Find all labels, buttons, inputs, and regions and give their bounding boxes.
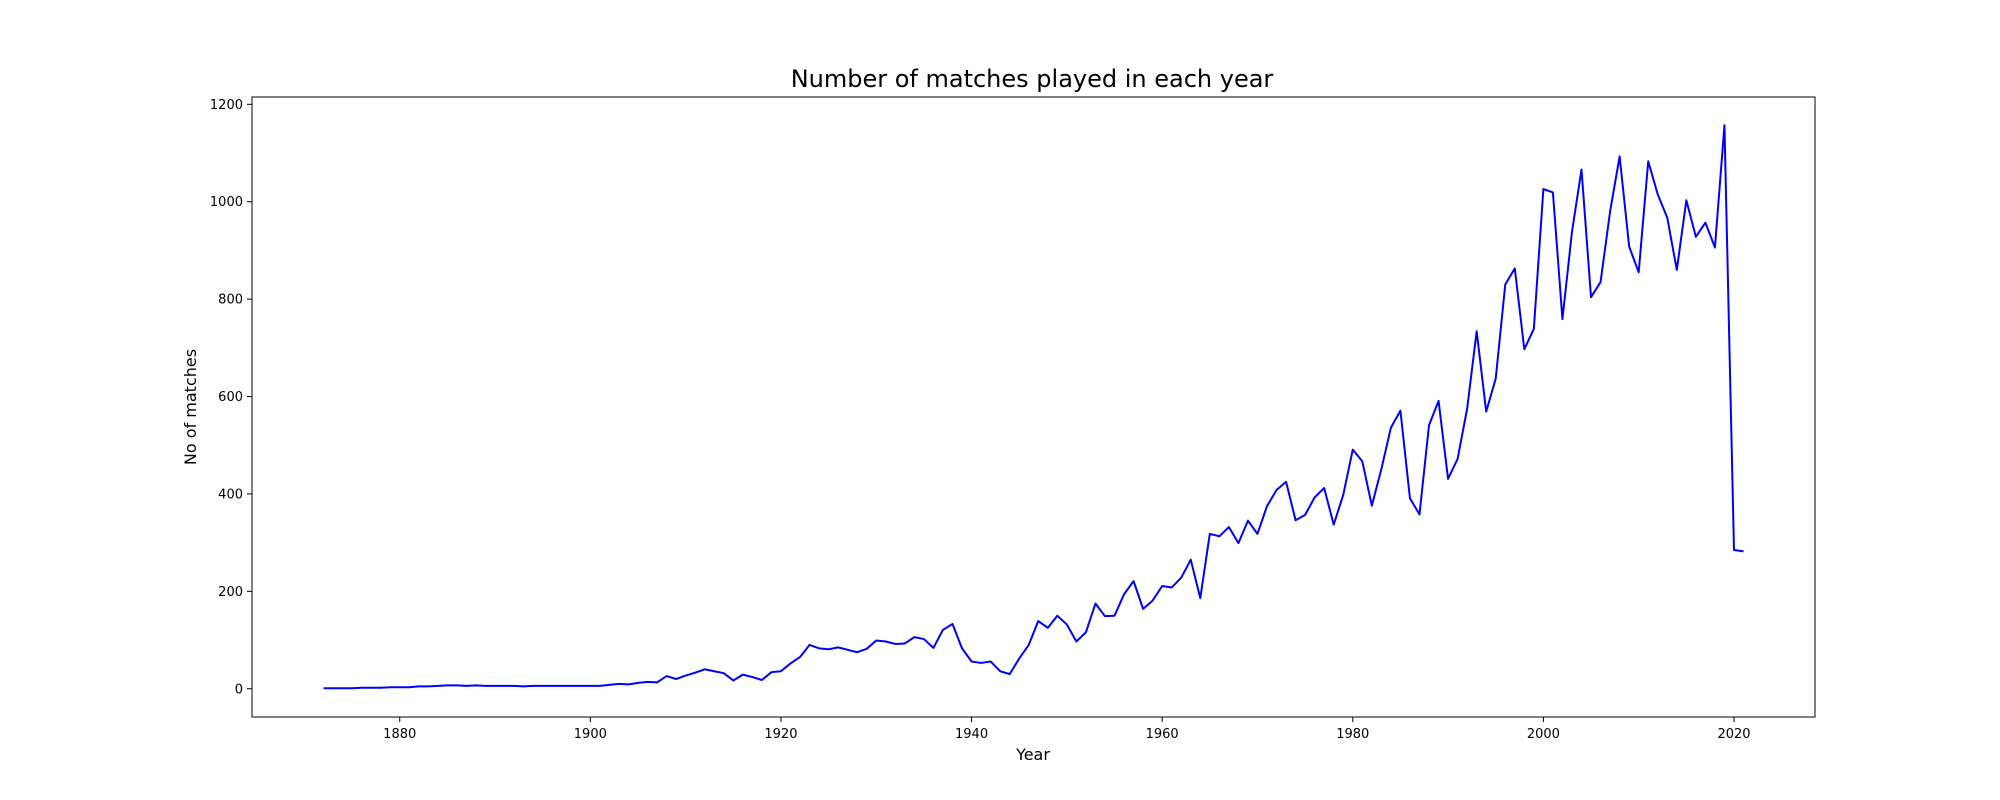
x-tick-label: 1920 — [764, 727, 797, 742]
y-tick-label: 600 — [218, 390, 243, 405]
y-axis-label: No of matches — [181, 349, 200, 465]
y-tick-label: 0 — [235, 682, 243, 697]
y-tick-label: 1200 — [210, 98, 243, 113]
series-layer — [323, 124, 1744, 690]
x-tick-label: 1980 — [1336, 727, 1369, 742]
series-line — [323, 124, 1744, 690]
x-tick-label: 1900 — [574, 727, 607, 742]
y-tick-label: 200 — [218, 585, 243, 600]
x-tick-label: 2000 — [1527, 727, 1560, 742]
x-axis-label: Year — [1015, 745, 1050, 764]
x-tick-label: 1940 — [955, 727, 988, 742]
plot-frame — [251, 96, 1816, 718]
x-tick-label: 1960 — [1146, 727, 1179, 742]
y-tick-label: 1000 — [210, 195, 243, 210]
chart-title: Number of matches played in each year — [791, 65, 1274, 93]
x-axis: 1880 1900 1920 1940 1960 1980 2000 2020 — [383, 717, 1751, 742]
plot-area — [251, 96, 1816, 718]
y-tick-label: 800 — [218, 293, 243, 308]
x-tick-label: 1880 — [383, 727, 416, 742]
y-tick-label: 400 — [218, 487, 243, 502]
x-tick-label: 2020 — [1717, 727, 1750, 742]
y-axis: 0 200 400 600 800 1000 1200 — [210, 98, 252, 697]
